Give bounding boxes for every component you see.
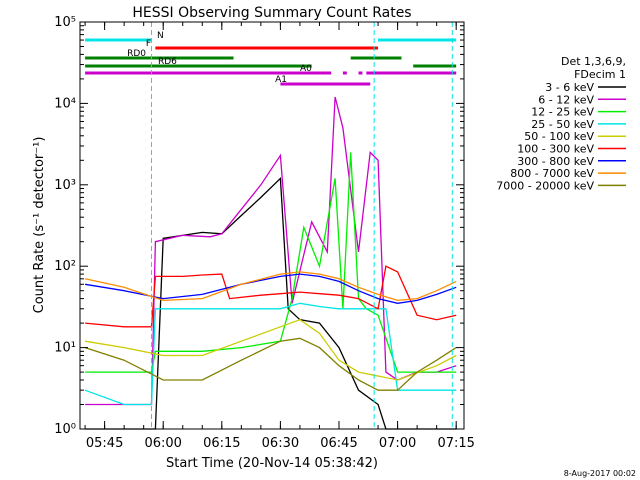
legend-entry-label: 3 - 6 keV	[545, 81, 594, 94]
series-line	[85, 152, 457, 373]
flag-bar-label: A0	[300, 64, 312, 74]
plot-frame	[79, 21, 465, 430]
flag-bar-label: RD0	[127, 49, 146, 59]
time-markers	[150, 22, 453, 429]
x-axis-label: Start Time (20-Nov-14 05:38:42)	[166, 456, 378, 471]
flag-bar-label: N	[157, 31, 164, 41]
y-tick-label: 10¹	[54, 341, 76, 356]
legend-entry-label: 7000 - 20000 keV	[496, 179, 594, 192]
x-tick-label: 06:00	[144, 436, 181, 451]
series-line	[84, 271, 457, 302]
series-line	[85, 96, 457, 406]
legend-entry-label: 12 - 25 keV	[531, 106, 594, 119]
x-tick-label: 07:15	[437, 436, 474, 451]
x-tick-label: 06:30	[262, 436, 299, 451]
x-tick-label: 06:15	[203, 436, 240, 451]
x-tick-label: 06:45	[320, 436, 357, 451]
y-tick-label: 10⁰	[54, 422, 76, 437]
legend-header-line-1: Det 1,3,6,9,	[561, 55, 626, 68]
y-tick-label: 10⁴	[54, 96, 76, 111]
y-tick-label: 10⁵	[54, 15, 76, 30]
series-line	[84, 318, 457, 381]
x-tick-label: 07:00	[379, 436, 416, 451]
y-tick-label: 10³	[54, 178, 76, 193]
flag-bar-label: RD6	[158, 57, 177, 67]
legend-entry-label: 6 - 12 keV	[538, 93, 594, 106]
series-line	[84, 302, 457, 406]
series-line	[84, 337, 457, 391]
chart-title: HESSI Observing Summary Count Rates	[132, 5, 411, 21]
series-line	[84, 273, 457, 304]
y-tick-label: 10²	[54, 259, 76, 274]
flag-bar-label: F	[146, 39, 151, 49]
legend-header-line-2: FDecim 1	[574, 68, 626, 81]
y-axis-label: Count Rate (s⁻¹ detector⁻¹)	[32, 137, 47, 314]
date-stamp: 8-Aug-2017 00:02	[564, 469, 636, 478]
legend-entry-label: 800 - 7000 keV	[510, 167, 594, 180]
legend-entry-label: 25 - 50 keV	[531, 118, 594, 131]
legend-entry-label: 50 - 100 keV	[524, 130, 594, 143]
series-line	[85, 265, 457, 328]
flag-bar-label: A1	[275, 75, 287, 85]
x-tick-label: 05:45	[86, 436, 123, 451]
legend-entry-label: 100 - 300 keV	[517, 143, 594, 156]
series-lines	[84, 96, 457, 430]
legend-entry-label: 300 - 800 keV	[517, 155, 594, 168]
axes: 05:45 06:00 06:15 06:30 06:45 07:00 07:15 10⁰ 10…	[54, 15, 475, 451]
